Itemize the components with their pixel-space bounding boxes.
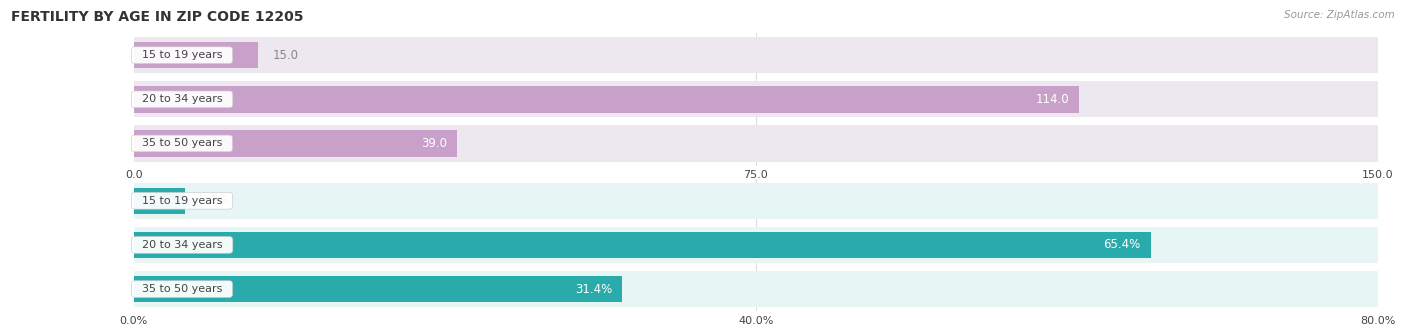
Bar — [134, 130, 457, 157]
Text: 35 to 50 years: 35 to 50 years — [135, 284, 229, 294]
Text: 15 to 19 years: 15 to 19 years — [135, 50, 229, 60]
Text: 15.0: 15.0 — [273, 49, 299, 62]
Bar — [134, 183, 1378, 219]
Bar — [134, 42, 259, 69]
Bar — [134, 232, 1150, 258]
Bar — [134, 81, 1378, 118]
Bar — [134, 276, 621, 302]
Text: Source: ZipAtlas.com: Source: ZipAtlas.com — [1284, 10, 1395, 20]
Bar — [134, 271, 1378, 307]
Bar — [134, 125, 1378, 162]
Text: FERTILITY BY AGE IN ZIP CODE 12205: FERTILITY BY AGE IN ZIP CODE 12205 — [11, 10, 304, 24]
Text: 20 to 34 years: 20 to 34 years — [135, 240, 229, 250]
Text: 114.0: 114.0 — [1036, 93, 1070, 106]
Bar — [134, 227, 1378, 263]
Text: 31.4%: 31.4% — [575, 283, 612, 296]
Text: 39.0: 39.0 — [422, 137, 447, 150]
Text: 35 to 50 years: 35 to 50 years — [135, 138, 229, 148]
Text: 15 to 19 years: 15 to 19 years — [135, 196, 229, 206]
Text: 65.4%: 65.4% — [1104, 238, 1140, 252]
Bar — [134, 86, 1080, 113]
Text: 3.3%: 3.3% — [200, 194, 229, 207]
Bar — [134, 37, 1378, 73]
Text: 20 to 34 years: 20 to 34 years — [135, 94, 229, 104]
Bar — [134, 188, 186, 214]
